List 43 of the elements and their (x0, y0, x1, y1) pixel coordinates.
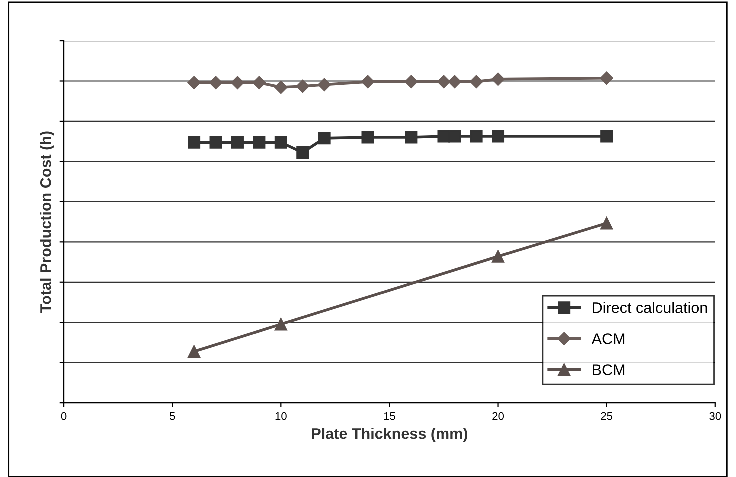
point (600, 72, 614, 85)
point (274, 136, 288, 149)
point (405, 131, 418, 144)
x-tick-label: 30 (710, 412, 722, 420)
point (318, 78, 332, 92)
point (470, 75, 484, 89)
point (318, 132, 331, 145)
point (437, 75, 451, 89)
point (188, 76, 201, 90)
y-axis-title: Total Production Cost (h) (40, 132, 54, 313)
point (188, 346, 201, 358)
point (448, 130, 462, 143)
legend-label: BCM (593, 364, 625, 376)
point (231, 136, 244, 149)
x-tick-label: 5 (170, 412, 176, 420)
legend-label: ACM (592, 334, 625, 344)
point (231, 76, 244, 90)
x-tick-label: 15 (384, 412, 396, 420)
point (492, 250, 505, 263)
point (404, 75, 418, 89)
point (252, 76, 266, 90)
point (296, 80, 310, 94)
point (600, 217, 614, 230)
point (274, 318, 288, 331)
point (492, 72, 505, 86)
point (188, 136, 201, 149)
point (492, 130, 505, 143)
point (361, 75, 375, 89)
point (448, 75, 462, 89)
point (253, 136, 266, 149)
point (296, 146, 310, 159)
legend-label: Direct calculation (593, 302, 708, 314)
point (210, 136, 222, 149)
point (470, 130, 483, 143)
x-axis-title: Plate Thickness (mm) (312, 428, 468, 442)
point (274, 80, 288, 94)
x-tick-label: 20 (492, 412, 504, 420)
point (209, 76, 223, 90)
point (600, 130, 614, 143)
x-tick-label: 25 (601, 412, 613, 420)
x-tick-label: 0 (61, 412, 67, 420)
point (362, 131, 374, 144)
x-tick-label: 10 (276, 412, 287, 420)
